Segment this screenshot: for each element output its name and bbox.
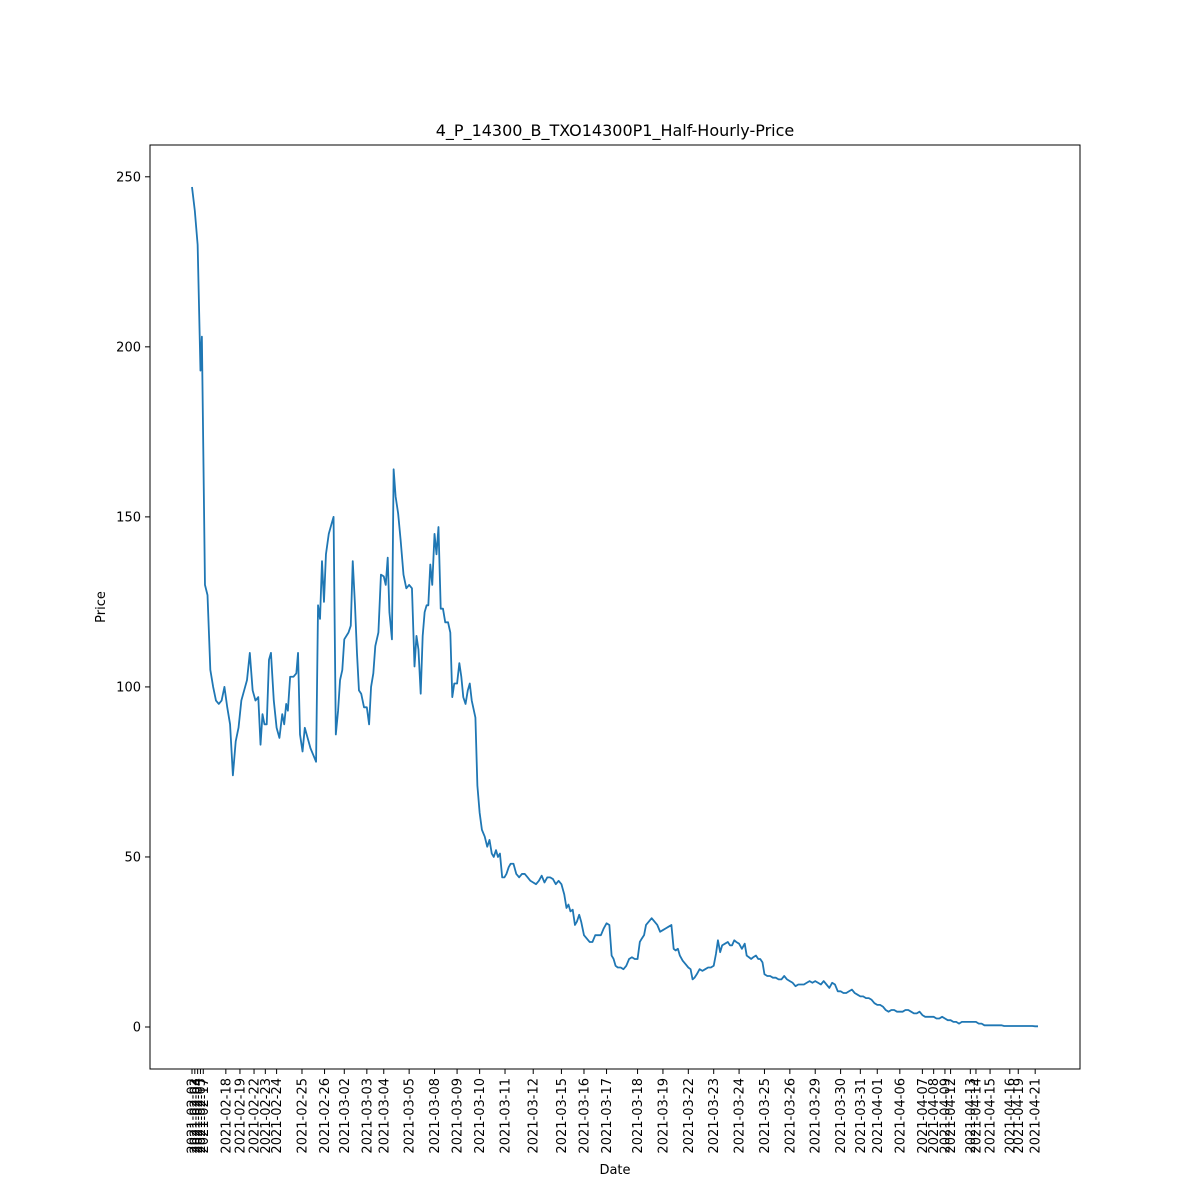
x-tick-label: 2021-03-26	[783, 1078, 798, 1154]
x-tick-label: 2021-03-11	[499, 1078, 514, 1154]
y-tick-label: 100	[116, 680, 141, 695]
x-tick-label: 2021-03-05	[403, 1078, 418, 1154]
x-tick-label: 2021-03-16	[577, 1078, 592, 1154]
x-tick-label: 2021-03-22	[682, 1078, 697, 1154]
x-tick-label: 2021-03-31	[854, 1078, 869, 1154]
y-tick-label: 50	[124, 850, 141, 865]
x-tick-label: 2021-03-12	[527, 1078, 542, 1154]
x-tick-label: 2021-02-19	[233, 1078, 248, 1154]
x-tick-label: 2021-04-09	[938, 1078, 953, 1154]
plot-frame	[149, 144, 1081, 1070]
x-tick-label: 2021-03-25	[758, 1078, 773, 1154]
x-tick-label: 2021-03-04	[377, 1078, 392, 1154]
x-tick-label: 2021-04-13	[964, 1078, 979, 1154]
x-tick-label: 2021-02-17	[197, 1078, 212, 1154]
x-tick-label: 2021-03-17	[600, 1078, 615, 1154]
y-axis-ticks: 0 50 100 150 200 250	[116, 170, 150, 1036]
x-tick-label: 2021-04-16	[1003, 1078, 1018, 1154]
x-tick-label: 2021-03-08	[428, 1078, 443, 1154]
chart-title: 4_P_14300_B_TXO14300P1_Half-Hourly-Price	[436, 121, 795, 141]
y-tick-label: 0	[133, 1021, 141, 1036]
x-tick-label: 2021-03-23	[707, 1078, 722, 1154]
x-tick-label: 2021-02-05	[194, 1078, 209, 1154]
y-tick-label: 250	[116, 170, 141, 185]
x-tick-label: 2021-02-23	[259, 1078, 274, 1154]
x-tick-label: 2021-02-02	[186, 1078, 201, 1154]
x-tick-label: 2021-04-15	[984, 1078, 999, 1154]
x-tick-label: 2021-04-19	[1012, 1078, 1027, 1154]
x-tick-label: 2021-04-08	[927, 1078, 942, 1154]
x-tick-label: 2021-02-24	[270, 1078, 285, 1154]
y-tick-label: 200	[116, 340, 141, 355]
x-axis-label: Date	[599, 1163, 630, 1178]
x-tick-label: 2021-04-06	[893, 1078, 908, 1154]
y-tick-label: 150	[116, 510, 141, 525]
x-tick-label: 2021-03-02	[338, 1078, 353, 1154]
x-tick-label: 2021-03-24	[733, 1078, 748, 1154]
x-tick-label: 2021-04-12	[944, 1078, 959, 1154]
x-tick-label: 2021-04-14	[969, 1078, 984, 1154]
x-tick-label: 2021-03-15	[555, 1078, 570, 1154]
x-axis-ticks: 2021-02-022021-02-032021-02-042021-02-05…	[186, 1069, 1044, 1154]
x-tick-label: 2021-02-18	[219, 1078, 234, 1154]
x-tick-label: 2021-03-10	[473, 1078, 488, 1154]
price-series-line	[191, 186, 1038, 1028]
x-tick-label: 2021-03-19	[656, 1078, 671, 1154]
x-tick-label: 2021-02-22	[248, 1078, 263, 1154]
x-tick-label: 2021-03-18	[631, 1078, 646, 1154]
x-tick-label: 2021-03-29	[809, 1078, 824, 1154]
x-tick-label: 2021-04-21	[1029, 1078, 1044, 1154]
x-tick-label: 2021-02-26	[318, 1078, 333, 1154]
x-tick-label: 2021-02-04	[191, 1078, 206, 1154]
x-tick-label: 2021-04-07	[916, 1078, 931, 1154]
x-tick-label: 2021-03-03	[360, 1078, 375, 1154]
x-tick-label: 2021-02-03	[188, 1078, 203, 1154]
x-tick-label: 2021-04-01	[871, 1078, 886, 1154]
x-tick-label: 2021-02-25	[295, 1078, 310, 1154]
y-axis-label: Price	[94, 591, 109, 623]
x-tick-label: 2021-03-09	[451, 1078, 466, 1154]
x-tick-label: 2021-03-30	[834, 1078, 849, 1154]
